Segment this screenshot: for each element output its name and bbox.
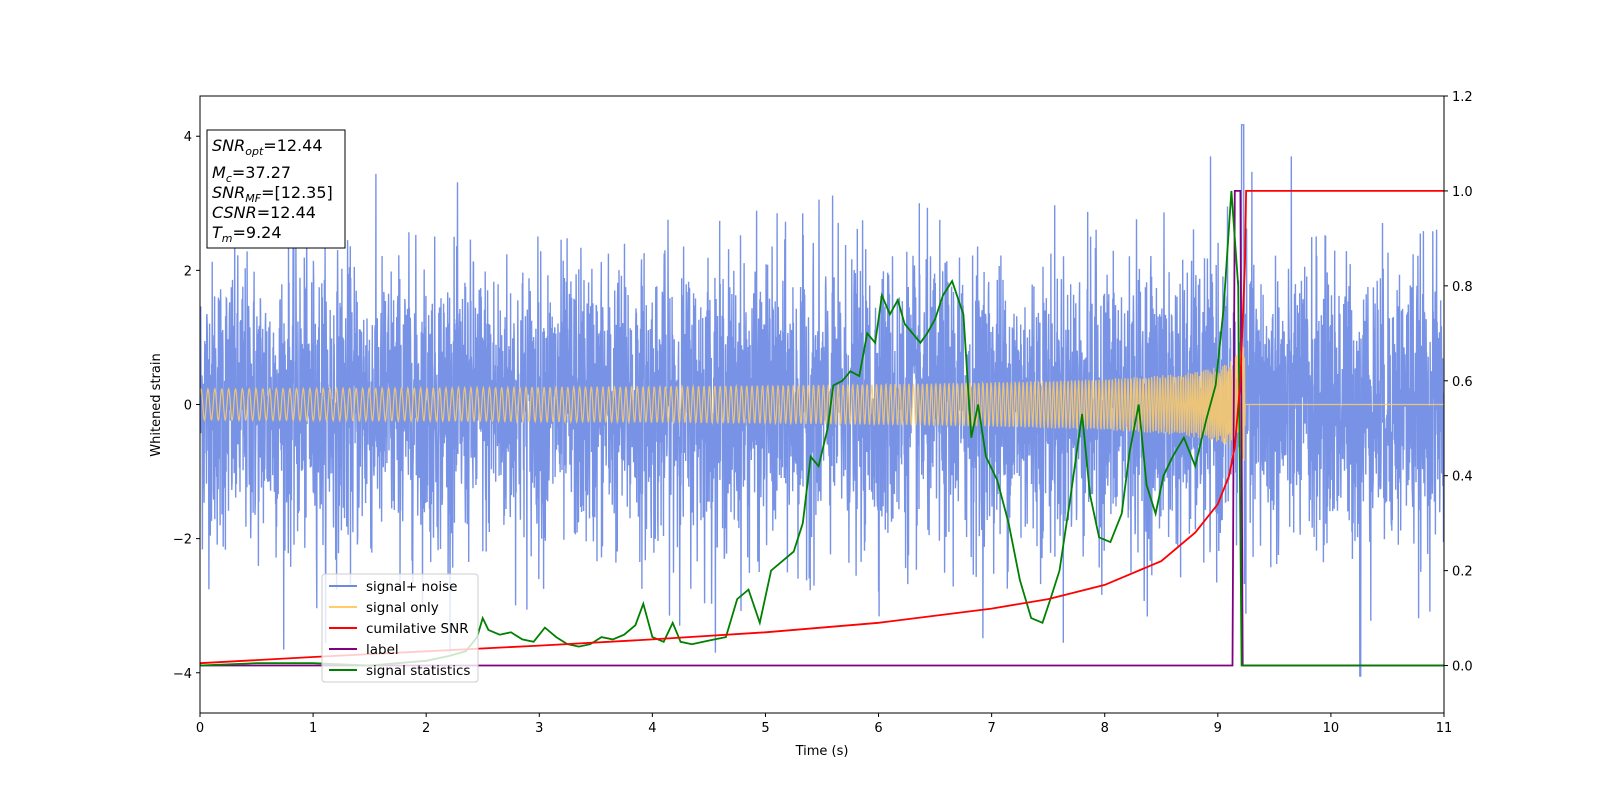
y-right-tick-label: 0.6 xyxy=(1452,375,1473,390)
legend-label-signal-noise: signal+ noise xyxy=(366,579,457,595)
x-axis-label: Time (s) xyxy=(795,744,849,759)
x-tick-label: 5 xyxy=(761,721,769,736)
x-tick-label: 7 xyxy=(987,721,995,736)
x-tick-label: 10 xyxy=(1323,721,1340,736)
x-tick-label: 11 xyxy=(1436,721,1453,736)
y-left-tick-label: 4 xyxy=(184,130,192,145)
x-tick-label: 3 xyxy=(535,721,543,736)
info-snr-mf: SNRMF=[12.35] xyxy=(212,183,333,205)
y-axis-right: 0.0 0.2 0.4 0.6 0.8 1.0 1.2 xyxy=(1444,90,1473,675)
x-tick-label: 8 xyxy=(1101,721,1109,736)
y-right-tick-label: 0.2 xyxy=(1452,565,1473,580)
x-tick-label: 6 xyxy=(874,721,882,736)
y-left-tick-label: −2 xyxy=(173,533,192,548)
x-tick-label: 0 xyxy=(196,721,204,736)
series-cumilative-snr-line xyxy=(200,190,1444,665)
y-right-tick-label: 0.8 xyxy=(1452,280,1473,295)
legend-label-signal-only: signal only xyxy=(366,600,439,616)
legend: signal+ noise signal only cumilative SNR… xyxy=(321,573,479,683)
info-mc: Mc=37.27 xyxy=(212,163,291,185)
x-axis: 0 1 2 3 4 5 6 7 8 9 10 11 xyxy=(196,713,1452,736)
info-csnr: CSNR=12.44 xyxy=(212,203,316,222)
series-signal-statistics-line xyxy=(200,190,1444,667)
info-snr-opt: SNRopt=12.44 xyxy=(212,136,323,158)
x-tick-label: 9 xyxy=(1214,721,1222,736)
y-axis-left: −4 −2 0 2 4 xyxy=(173,130,200,682)
y-left-tick-label: 0 xyxy=(184,399,192,414)
y-right-tick-label: 1.2 xyxy=(1452,90,1473,105)
y-left-tick-label: 2 xyxy=(184,264,192,279)
x-tick-label: 1 xyxy=(309,721,317,736)
legend-label-label: label xyxy=(366,642,399,658)
series-layer xyxy=(200,124,1444,677)
y-right-tick-label: 1.0 xyxy=(1452,185,1473,200)
y-left-tick-label: −4 xyxy=(173,667,192,682)
y-right-tick-label: 0.0 xyxy=(1452,660,1473,675)
y-right-tick-label: 0.4 xyxy=(1452,470,1473,485)
x-tick-label: 2 xyxy=(422,721,430,736)
x-tick-label: 4 xyxy=(648,721,656,736)
info-box: SNRopt=12.44 Mc=37.27 SNRMF=[12.35] CSNR… xyxy=(206,129,346,249)
legend-label-signal-statistics: signal statistics xyxy=(366,663,470,679)
y-axis-label: Whitened strain xyxy=(149,353,164,456)
info-tm: Tm=9.24 xyxy=(212,223,282,245)
legend-label-cumilative-snr: cumilative SNR xyxy=(366,621,469,637)
